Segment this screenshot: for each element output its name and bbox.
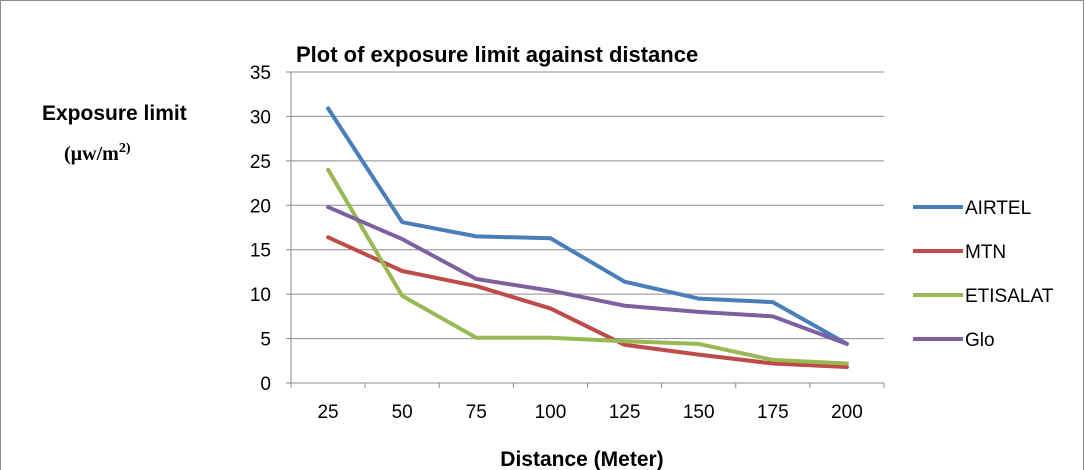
x-axis-label: Distance (Meter) xyxy=(500,448,663,470)
y-tick-label: 35 xyxy=(250,63,271,84)
legend-label-etisalat: ETISALAT xyxy=(965,286,1054,307)
axes xyxy=(286,71,885,388)
y-axis-unit: (µw/m2) xyxy=(64,141,131,165)
legend: AIRTEL MTN ETISALAT Glo xyxy=(913,198,1054,351)
y-axis-unit-superscript: 2) xyxy=(119,141,131,156)
series-line-glo xyxy=(326,205,849,346)
legend-label-airtel: AIRTEL xyxy=(965,198,1031,219)
series-line-mtn xyxy=(326,235,849,369)
y-tick-label: 5 xyxy=(260,330,271,351)
x-tick-label: 75 xyxy=(466,402,487,423)
y-tick-label: 30 xyxy=(250,107,271,128)
x-tick-label: 175 xyxy=(757,402,789,423)
legend-label-mtn: MTN xyxy=(965,242,1006,263)
x-tick-label: 150 xyxy=(683,402,715,423)
series-line-airtel xyxy=(326,106,849,346)
series-line-etisalat xyxy=(326,167,849,366)
y-axis-unit-base: (µw/m xyxy=(64,143,119,165)
y-tick-labels: 0 5 10 15 20 25 30 35 xyxy=(250,63,271,395)
y-axis-label: Exposure limit xyxy=(42,102,187,125)
series-lines xyxy=(326,106,849,369)
legend-label-glo: Glo xyxy=(965,330,995,351)
y-tick-label: 20 xyxy=(250,196,271,217)
chart-title: Plot of exposure limit against distance xyxy=(296,42,698,67)
x-tick-label: 25 xyxy=(317,402,338,423)
x-tick-label: 200 xyxy=(831,402,863,423)
x-tick-label: 50 xyxy=(392,402,413,423)
x-tick-label: 125 xyxy=(609,402,641,423)
y-tick-label: 0 xyxy=(260,374,271,395)
y-tick-label: 10 xyxy=(250,285,271,306)
x-tick-label: 100 xyxy=(535,402,567,423)
y-tick-label: 25 xyxy=(250,152,271,173)
x-tick-labels: 25 50 75 100 125 150 175 200 xyxy=(317,402,862,423)
y-tick-label: 15 xyxy=(250,241,271,262)
